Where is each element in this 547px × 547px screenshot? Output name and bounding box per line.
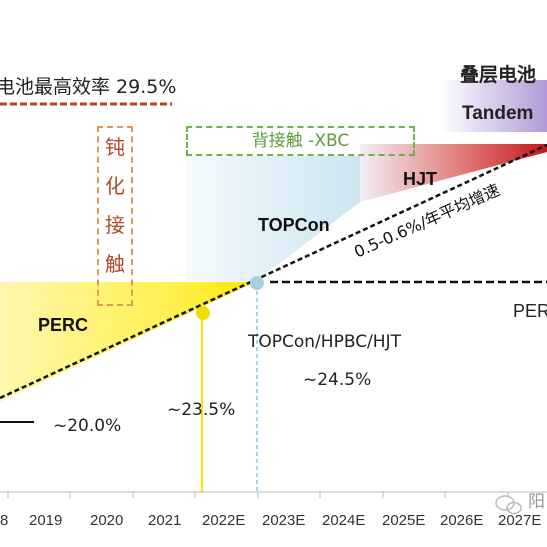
passivation-char-3: 接 xyxy=(105,213,125,237)
passivation-char-2: 化 xyxy=(105,174,125,198)
tandem-cn-label: 叠层电池 xyxy=(460,64,537,86)
xbc-label: 背接触 -XBC xyxy=(186,126,415,156)
year-label: 2027E xyxy=(498,512,542,529)
year-label: 2025E xyxy=(382,512,426,529)
year-label: 2023E xyxy=(262,512,306,529)
passivation-char-1: 钝 xyxy=(105,135,125,159)
x-axis-ticks xyxy=(7,492,509,498)
year-label: 8 xyxy=(0,512,9,529)
tandem-label: Tandem xyxy=(462,103,534,124)
perc-peak-efficiency-label: ~23.5% xyxy=(167,400,236,420)
hjt-label: HJT xyxy=(403,169,438,189)
year-label: 2022E xyxy=(202,512,246,529)
topcon-label: TOPCon xyxy=(258,215,330,235)
year-label: 2020 xyxy=(90,512,124,529)
topcon-start-marker xyxy=(250,276,264,290)
year-label: 2019 xyxy=(29,512,63,529)
tandem-region xyxy=(440,80,547,132)
perc-peak-marker xyxy=(196,306,210,320)
growth-trend-line xyxy=(0,143,547,400)
next-gen-efficiency-label: ~24.5% xyxy=(303,370,372,390)
next-gen-tech-label: TOPCon/HPBC/HJT xyxy=(248,332,401,352)
record-efficiency-label: 电池最高效率 29.5% xyxy=(0,76,177,98)
perc-right-label: PERC xyxy=(513,301,547,321)
passivation-char-4: 触 xyxy=(105,252,125,276)
year-label: 2021 xyxy=(148,512,182,529)
topcon-region xyxy=(186,156,360,282)
base-efficiency-label: ~20.0% xyxy=(53,416,122,436)
perc-region xyxy=(0,282,255,402)
wechat-icon xyxy=(495,495,522,515)
hjt-region xyxy=(360,144,547,202)
passivation-contact-box: 钝 化 接 触 xyxy=(97,126,133,306)
year-label: 2026E xyxy=(440,512,484,529)
watermark-text: 阳 xyxy=(528,492,545,512)
perc-label: PERC xyxy=(38,315,89,335)
year-label: 2024E xyxy=(322,512,366,529)
